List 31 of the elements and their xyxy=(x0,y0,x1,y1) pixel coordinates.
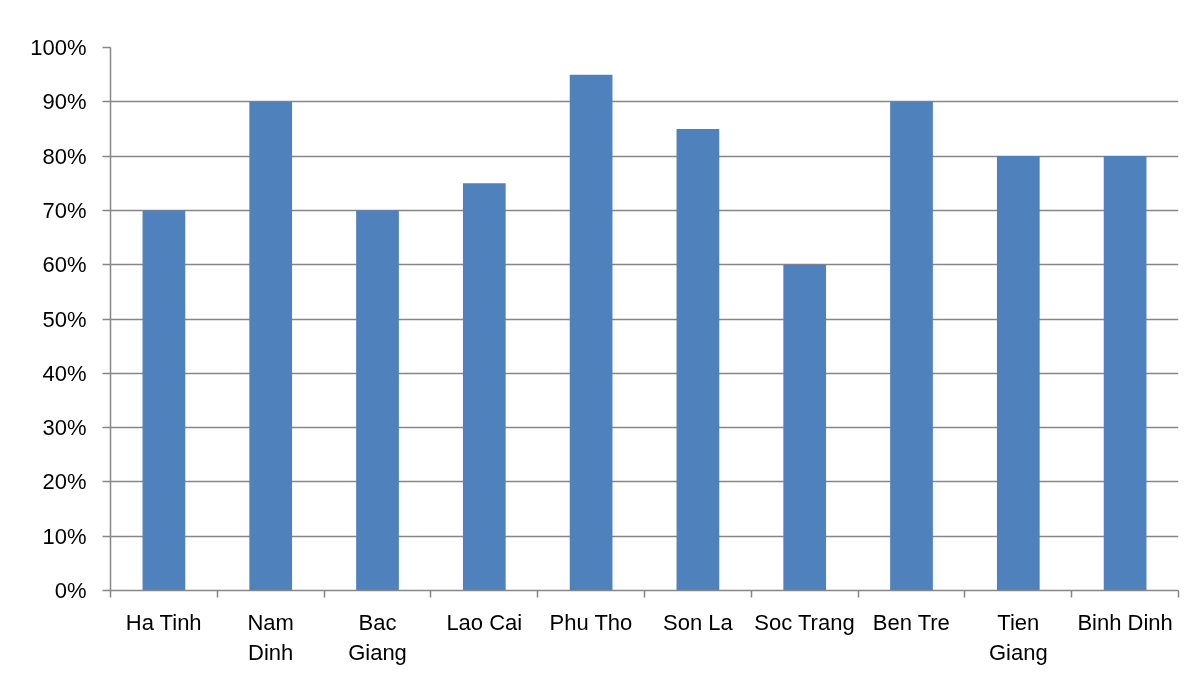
x-tick-label: Ben Tre xyxy=(872,609,950,635)
y-tick-label: 80% xyxy=(42,143,87,169)
y-tick-label: 70% xyxy=(42,197,87,223)
x-tick-label: Lao Cai xyxy=(446,609,523,635)
y-tick-label: 0% xyxy=(54,578,87,603)
y-tick-label: 90% xyxy=(42,89,87,115)
y-tick-label: 50% xyxy=(42,306,87,332)
x-tick-label: Ha Tinh xyxy=(125,609,202,635)
y-tick-label: 100% xyxy=(30,35,87,60)
x-tick-label: Bac Giang xyxy=(348,609,407,665)
bar xyxy=(890,101,933,591)
bar xyxy=(462,183,506,591)
y-tick-label: 60% xyxy=(42,252,87,278)
bar xyxy=(356,210,399,591)
x-tick-label: Tien Giang xyxy=(988,609,1048,665)
y-tick-label: 40% xyxy=(42,360,87,386)
bar xyxy=(676,128,720,591)
y-tick-label: 10% xyxy=(42,523,87,549)
bar xyxy=(569,74,613,591)
x-tick-label: Nam Dinh xyxy=(247,609,294,665)
x-tick-label: Binh Dinh xyxy=(1077,609,1173,635)
x-tick-label: Soc Trang xyxy=(754,609,855,635)
x-tick-label: Phu Tho xyxy=(549,609,633,635)
bar xyxy=(996,156,1040,591)
x-tick-label: Son La xyxy=(663,609,734,635)
bar xyxy=(1103,156,1147,591)
bar xyxy=(249,101,293,591)
y-tick-label: 20% xyxy=(42,469,87,495)
y-tick-label: 30% xyxy=(42,415,87,441)
bar xyxy=(142,210,186,591)
bar xyxy=(783,264,827,591)
